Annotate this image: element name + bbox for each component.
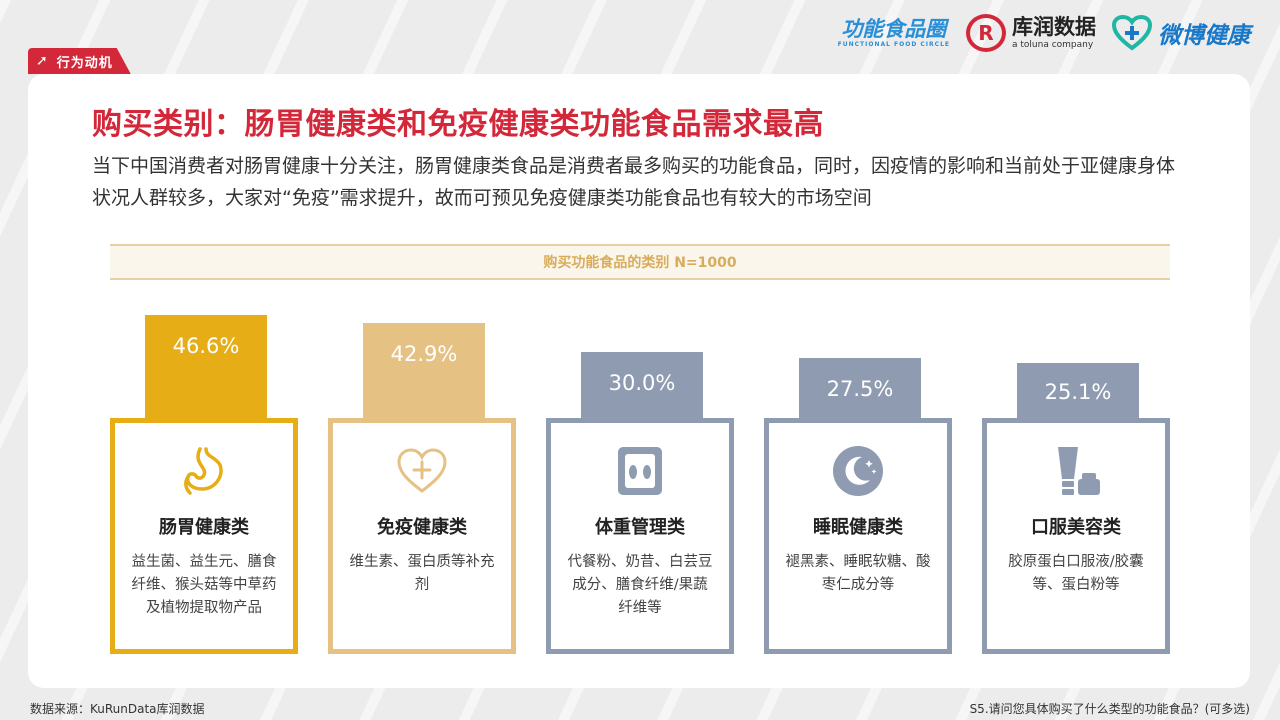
category-card-1: 肠胃健康类益生菌、益生元、膳食纤维、猴头菇等中草药及植物提取物产品 <box>110 418 298 654</box>
kurun-mark-icon: R <box>966 14 1006 52</box>
weibo-heart-icon <box>1112 15 1152 51</box>
gnsp-logo-text: 功能食品圈 <box>841 16 947 41</box>
gnsp-logo: 功能食品圈 FUNCTIONAL FOOD CIRCLE <box>837 16 950 48</box>
kurun-logo-text: 库润数据 <box>1012 14 1096 39</box>
category-description: 代餐粉、奶昔、白芸豆成分、膳食纤维/果蔬纤维等 <box>567 554 713 616</box>
arrow-icon: ➚ <box>36 53 49 69</box>
chart-title: 购买功能食品的类别 N=1000 <box>110 244 1170 280</box>
bar-5: 25.1% <box>1017 363 1139 420</box>
scale-icon <box>612 443 668 499</box>
cosmetic-bottle-icon <box>1048 443 1104 499</box>
kurun-logo: R 库润数据 a toluna company <box>966 14 1096 52</box>
weibo-health-logo: 微博健康 <box>1112 15 1250 51</box>
gnsp-logo-sub: FUNCTIONAL FOOD CIRCLE <box>837 40 950 48</box>
bar-value-label: 30.0% <box>608 371 676 395</box>
survey-question: S5.请问您具体购买了什么类型的功能食品？(可多选) <box>969 702 1250 716</box>
category-card-4: 睡眠健康类褪黑素、睡眠软糖、酸枣仁成分等 <box>764 418 952 654</box>
kurun-logo-sub: a toluna company <box>1012 39 1094 50</box>
page-title: 购买类别：肠胃健康类和免疫健康类功能食品需求最高 <box>92 107 824 142</box>
bar-2: 42.9% <box>363 323 485 420</box>
data-source: 数据来源：KuRunData库润数据 <box>30 702 205 716</box>
category-card-5: 口服美容类胶原蛋白口服液/胶囊等、蛋白粉等 <box>982 418 1170 654</box>
page-description: 当下中国消费者对肠胃健康十分关注，肠胃健康类食品是消费者最多购买的功能食品，同时… <box>92 155 1176 209</box>
category-description: 益生菌、益生元、膳食纤维、猴头菇等中草药及植物提取物产品 <box>131 554 277 616</box>
bar-value-label: 25.1% <box>1044 379 1112 404</box>
bar-1: 46.6% <box>145 315 267 420</box>
category-name: 免疫健康类 <box>377 517 467 538</box>
category-description: 褪黑素、睡眠软糖、酸枣仁成分等 <box>785 554 931 593</box>
category-name: 体重管理类 <box>595 517 685 538</box>
category-description: 维生素、蛋白质等补充剂 <box>349 554 495 593</box>
heart-plus-icon <box>394 443 450 499</box>
category-name: 口服美容类 <box>1031 517 1121 538</box>
bar-value-label: 42.9% <box>390 342 458 366</box>
bar-value-label: 46.6% <box>172 334 240 358</box>
moon-icon <box>830 443 886 499</box>
category-description: 胶原蛋白口服液/胶囊等、蛋白粉等 <box>1008 554 1144 593</box>
section-tag-label: 行为动机 <box>56 55 113 71</box>
stomach-icon <box>176 443 232 499</box>
category-name: 肠胃健康类 <box>159 517 249 538</box>
bar-4: 27.5% <box>799 358 921 420</box>
bar-value-label: 27.5% <box>826 377 894 401</box>
section-tag: ➚ 行为动机 <box>28 48 131 74</box>
category-card-2: 免疫健康类维生素、蛋白质等补充剂 <box>328 418 516 654</box>
bar-3: 30.0% <box>581 352 703 420</box>
category-card-3: 体重管理类代餐粉、奶昔、白芸豆成分、膳食纤维/果蔬纤维等 <box>546 418 734 654</box>
weibo-health-text: 微博健康 <box>1158 23 1250 49</box>
logo-bar: 功能食品圈 FUNCTIONAL FOOD CIRCLE R 库润数据 a to… <box>838 14 1250 52</box>
category-name: 睡眠健康类 <box>813 517 903 538</box>
